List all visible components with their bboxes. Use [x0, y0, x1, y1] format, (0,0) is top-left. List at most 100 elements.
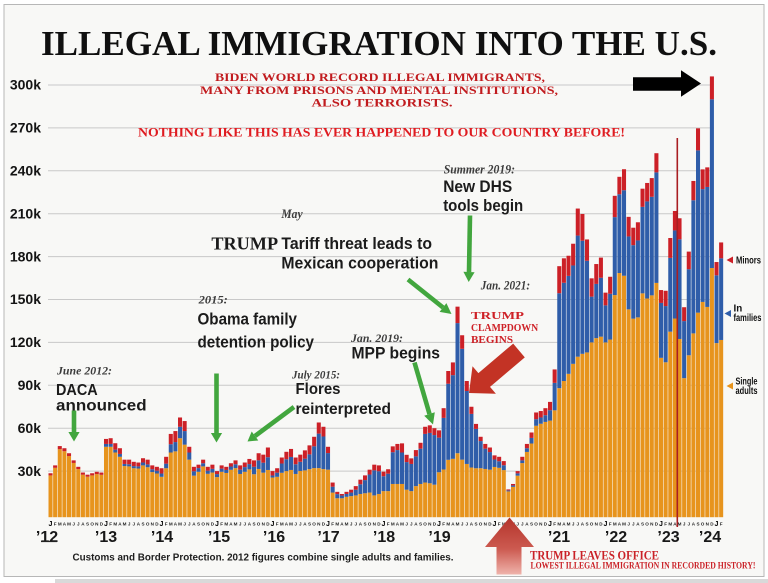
svg-text:Summer 2019:: Summer 2019: — [444, 163, 515, 177]
svg-text:J: J — [271, 521, 275, 528]
svg-text:S: S — [363, 521, 366, 526]
svg-text:July 2015:: July 2015: — [291, 368, 340, 382]
svg-text:MPP begins: MPP begins — [352, 345, 441, 363]
svg-text:New DHS: New DHS — [443, 177, 512, 196]
svg-text:M: M — [456, 521, 460, 526]
svg-text:M: M — [280, 521, 284, 526]
svg-text:J: J — [239, 521, 242, 526]
svg-text:J: J — [688, 521, 691, 526]
svg-text:N: N — [262, 521, 266, 526]
svg-text:’16: ’16 — [263, 529, 285, 546]
svg-text:M: M — [113, 521, 117, 526]
svg-text:M: M — [400, 521, 404, 526]
svg-text:S: S — [141, 521, 144, 526]
svg-text:F: F — [609, 521, 612, 526]
svg-text:A: A — [174, 521, 178, 526]
svg-text:M: M — [58, 521, 62, 526]
svg-text:D: D — [488, 521, 492, 526]
svg-text:J: J — [160, 521, 164, 528]
svg-text:A: A — [303, 521, 307, 526]
svg-text:M: M — [557, 521, 561, 526]
svg-text:S: S — [252, 521, 255, 526]
svg-text:’23: ’23 — [657, 529, 679, 546]
svg-text:M: M — [613, 521, 617, 526]
svg-text:LOWEST ILLEGAL IMMIGRATION IN: LOWEST ILLEGAL IMMIGRATION IN RECORDED H… — [531, 562, 756, 572]
svg-text:S: S — [585, 521, 588, 526]
svg-text:J: J — [355, 521, 358, 526]
svg-text:N: N — [151, 521, 155, 526]
svg-text:’24: ’24 — [699, 529, 721, 546]
svg-text:N: N — [650, 521, 654, 526]
svg-text:F: F — [720, 521, 723, 526]
svg-text:O: O — [645, 521, 649, 526]
svg-text:Mexican cooperation: Mexican cooperation — [281, 255, 438, 273]
svg-text:M: M — [123, 521, 127, 526]
svg-text:J: J — [382, 521, 386, 528]
svg-text:’15: ’15 — [208, 529, 230, 546]
svg-text:A: A — [340, 521, 344, 526]
svg-text:F: F — [54, 521, 57, 526]
svg-text:’17: ’17 — [317, 529, 339, 546]
svg-text:M: M — [668, 521, 672, 526]
svg-text:F: F — [165, 521, 168, 526]
svg-text:F: F — [331, 521, 334, 526]
svg-text:S: S — [419, 521, 422, 526]
svg-text:DACA: DACA — [56, 382, 98, 399]
svg-text:J: J — [299, 521, 302, 526]
svg-text:J: J — [466, 521, 469, 526]
svg-text:J: J — [715, 521, 719, 528]
svg-text:M: M — [178, 521, 182, 526]
svg-text:F: F — [442, 521, 445, 526]
svg-text:J: J — [188, 521, 191, 526]
svg-text:O: O — [312, 521, 316, 526]
svg-text:270k: 270k — [10, 120, 41, 136]
svg-text:A: A — [81, 521, 85, 526]
svg-text:F: F — [387, 521, 390, 526]
svg-text:S: S — [474, 521, 477, 526]
svg-text:120k: 120k — [10, 334, 41, 350]
svg-text:A: A — [248, 521, 252, 526]
svg-text:announced: announced — [56, 398, 147, 415]
svg-text:J: J — [410, 521, 413, 526]
svg-text:90k: 90k — [18, 377, 42, 393]
svg-text:J: J — [516, 521, 519, 526]
svg-text:J: J — [604, 521, 608, 528]
svg-text:M: M — [446, 521, 450, 526]
svg-text:D: D — [211, 521, 215, 526]
svg-text:F: F — [498, 521, 501, 526]
svg-text:A: A — [673, 521, 677, 526]
svg-text:detention policy: detention policy — [198, 334, 315, 352]
svg-text:’18: ’18 — [373, 529, 395, 546]
svg-text:J: J — [683, 521, 686, 526]
svg-text:A: A — [451, 521, 455, 526]
svg-text:O: O — [534, 521, 538, 526]
svg-text:A: A — [118, 521, 122, 526]
svg-text:60k: 60k — [18, 420, 42, 436]
svg-text:A: A — [359, 521, 363, 526]
svg-text:J: J — [49, 521, 53, 528]
svg-text:A: A — [229, 521, 233, 526]
svg-text:J: J — [405, 521, 408, 526]
svg-text:J: J — [244, 521, 247, 526]
svg-text:S: S — [641, 521, 644, 526]
svg-text:D: D — [100, 521, 104, 526]
svg-text:A: A — [396, 521, 400, 526]
svg-text:D: D — [155, 521, 159, 526]
svg-text:D: D — [710, 521, 714, 526]
svg-text:N: N — [95, 521, 99, 526]
svg-text:families: families — [734, 313, 762, 324]
svg-text:O: O — [590, 521, 594, 526]
svg-text:Tariff threat leads to: Tariff threat leads to — [281, 235, 432, 253]
svg-text:A: A — [618, 521, 622, 526]
svg-text:Jan. 2019:: Jan. 2019: — [350, 331, 403, 345]
svg-text:M: M — [224, 521, 228, 526]
svg-text:Single: Single — [736, 377, 758, 388]
svg-text:May: May — [280, 207, 303, 221]
svg-text:M: M — [622, 521, 626, 526]
svg-text:M: M — [678, 521, 682, 526]
svg-text:O: O — [201, 521, 205, 526]
svg-text:A: A — [581, 521, 585, 526]
svg-text:2015:: 2015: — [198, 293, 228, 307]
svg-text:NOTHING LIKE THIS HAS EVER HAP: NOTHING LIKE THIS HAS EVER HAPPENED TO O… — [138, 126, 625, 140]
svg-text:N: N — [484, 521, 488, 526]
